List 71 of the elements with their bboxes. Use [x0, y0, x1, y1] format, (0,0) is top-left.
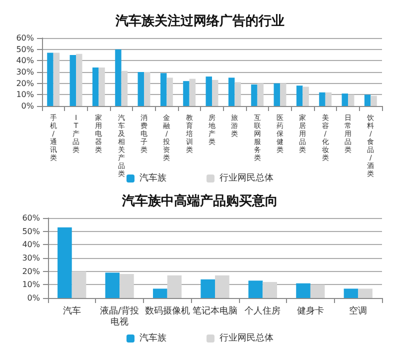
bar [115, 49, 122, 106]
bar [183, 81, 190, 106]
bar [248, 280, 263, 298]
legend-label: 汽车族 [140, 332, 166, 344]
y-tick-label: 40% [22, 240, 40, 250]
bar [280, 83, 286, 106]
y-tick-label: 50% [22, 226, 40, 236]
y-tick-label: 0% [21, 102, 34, 110]
y-tick-label: 40% [16, 56, 34, 66]
y-tick-label: 50% [16, 44, 34, 54]
bar [342, 94, 348, 106]
bar [234, 82, 241, 106]
y-tick-label: 20% [22, 266, 40, 276]
bar [152, 288, 168, 298]
bar [364, 94, 371, 106]
x-tick-label: 液晶/背投电视 [100, 306, 140, 328]
bar [167, 275, 182, 298]
y-tick-label: 10% [22, 280, 40, 290]
legend-label: 行业网民总体 [220, 332, 274, 344]
bar [47, 52, 54, 106]
y-tick-label: 30% [22, 254, 40, 262]
bar [296, 86, 303, 106]
bar [105, 272, 120, 298]
x-tick-label: 汽车 [62, 306, 81, 316]
bar [257, 83, 264, 106]
bar [144, 72, 150, 106]
x-tick-label: 健身卡 [296, 306, 324, 316]
bar [358, 288, 372, 298]
y-tick-label: 0% [27, 294, 40, 302]
bar [138, 72, 144, 106]
bar [344, 288, 358, 298]
chart-title: 汽车族中高端产品购买意向 [121, 193, 278, 209]
chart-title: 汽车族关注过网络广告的行业 [114, 13, 284, 29]
bar [120, 274, 134, 298]
bar [53, 52, 60, 106]
legend-label: 行业网民总体 [220, 172, 274, 184]
legend-label: 汽车族 [140, 172, 166, 184]
bar [70, 55, 76, 106]
bar [212, 80, 218, 106]
y-tick-label: 60% [16, 34, 34, 42]
y-tick-label: 10% [16, 90, 34, 100]
bar [58, 227, 72, 298]
bar [72, 271, 86, 298]
bar [302, 86, 309, 106]
bar [274, 83, 280, 106]
bar [98, 67, 105, 106]
bar [251, 84, 258, 106]
y-tick-label: 20% [16, 78, 34, 88]
x-tick-label: 数码摄像机 [144, 306, 190, 316]
bar [325, 92, 332, 106]
y-tick-label: 30% [16, 68, 34, 76]
x-tick-label: 笔记本电脑 [192, 306, 238, 316]
bar [76, 54, 82, 106]
bar [370, 96, 377, 106]
bar [228, 78, 235, 106]
bar [310, 284, 325, 298]
bar [206, 76, 212, 106]
bar [160, 73, 167, 106]
bar [121, 70, 128, 106]
bar [319, 92, 326, 106]
bar [200, 279, 215, 298]
bar [166, 78, 173, 106]
bar [189, 78, 196, 106]
bar [348, 94, 354, 106]
y-tick-label: 60% [22, 214, 40, 222]
x-tick-label: 空调 [349, 306, 368, 316]
bar [296, 283, 310, 298]
bar [262, 282, 278, 298]
x-tick-label: 个人住房 [244, 306, 281, 316]
bar [92, 67, 99, 106]
bar [215, 275, 230, 298]
